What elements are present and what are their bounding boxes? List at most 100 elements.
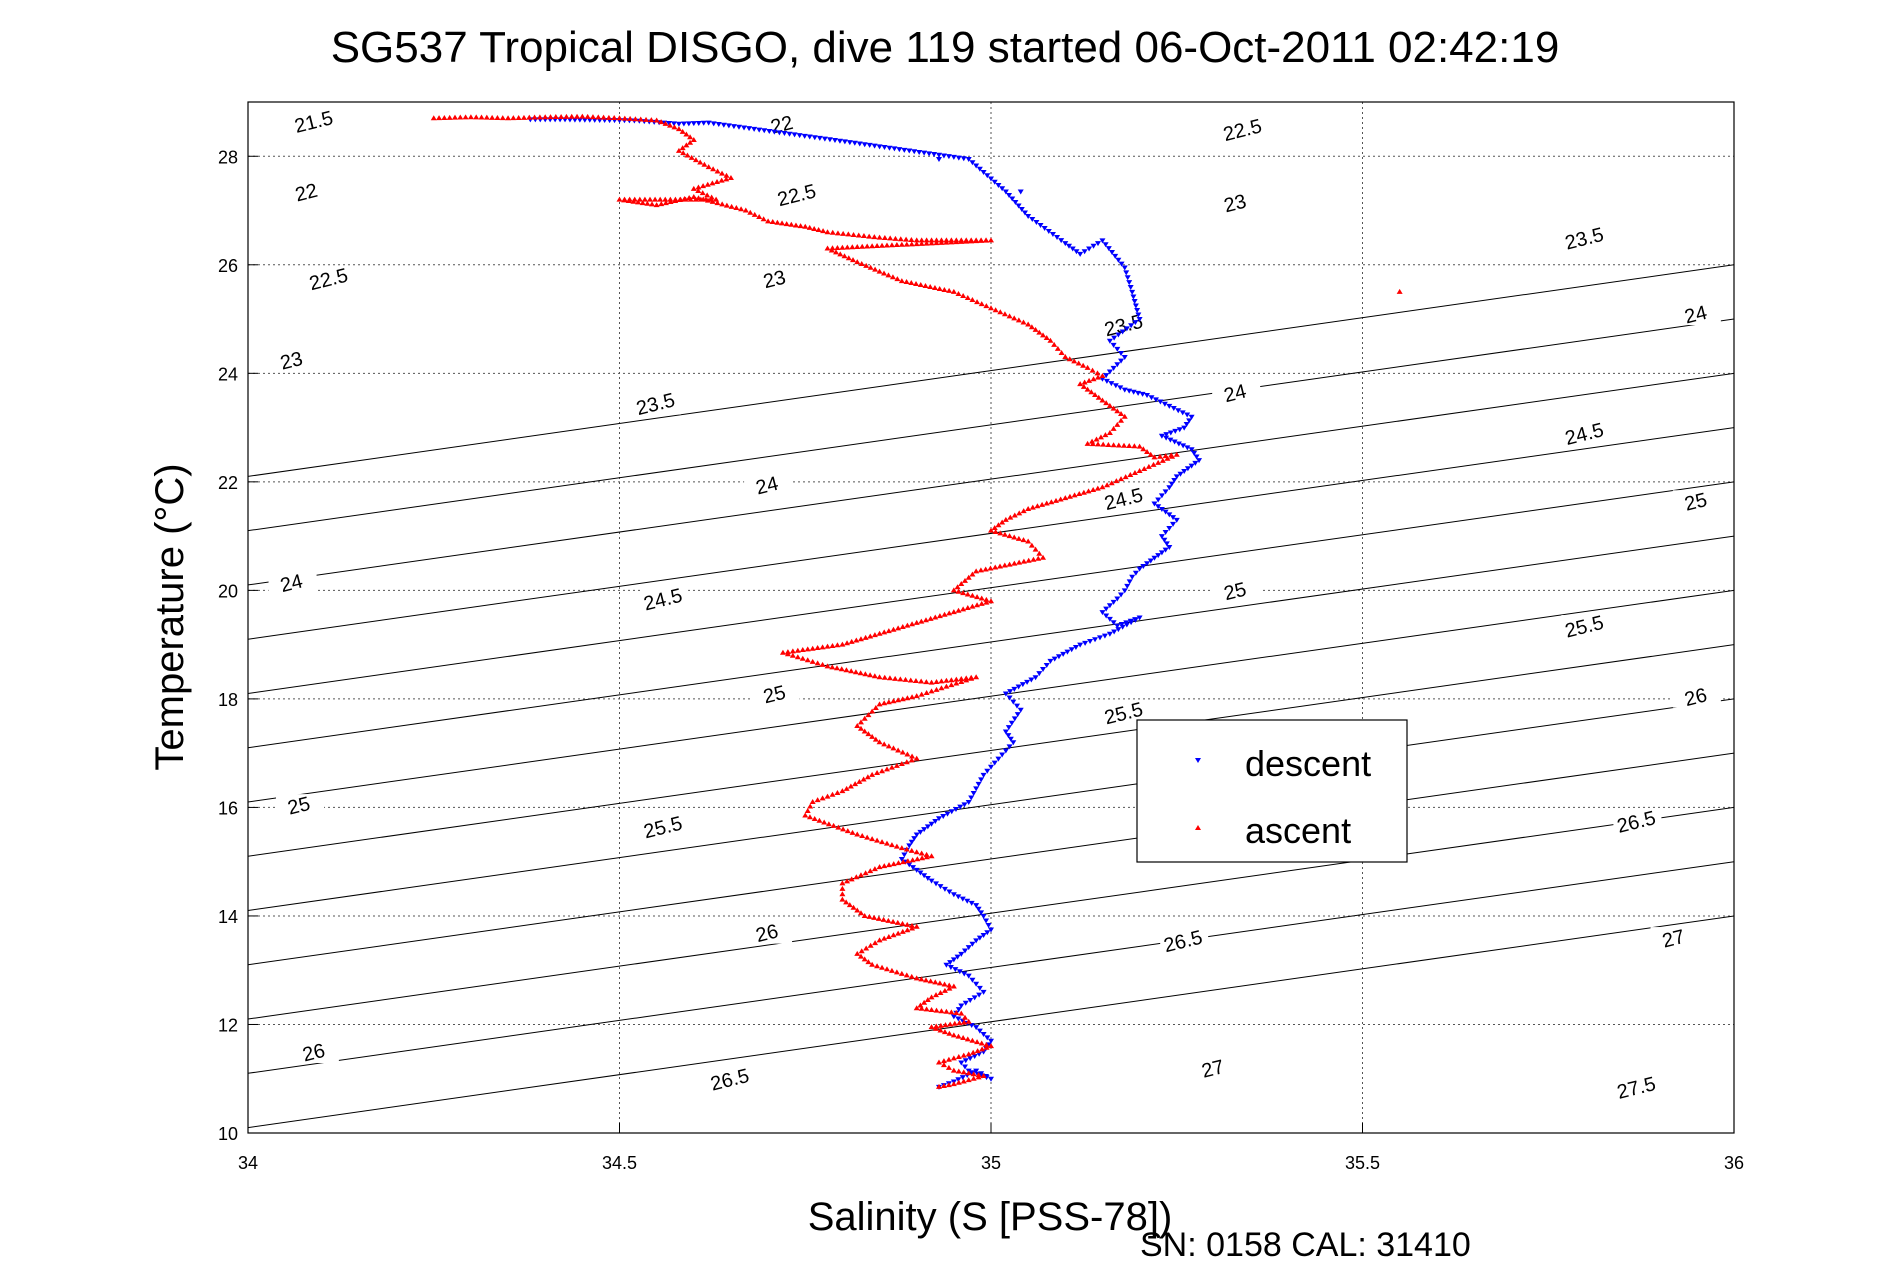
descent-point bbox=[735, 124, 742, 130]
descent-point bbox=[971, 1053, 978, 1059]
contour-label-bg bbox=[1613, 810, 1662, 833]
descent-point bbox=[931, 152, 938, 158]
ascent-point bbox=[903, 241, 910, 247]
descent-point bbox=[1119, 624, 1126, 630]
ascent-point bbox=[965, 1051, 972, 1057]
ascent-point bbox=[1002, 516, 1009, 522]
descent-point bbox=[841, 139, 848, 145]
ascent-point bbox=[960, 1035, 967, 1041]
ascent-point bbox=[647, 196, 654, 202]
descent-point bbox=[913, 832, 920, 838]
ascent-point bbox=[848, 638, 855, 644]
y-tick-label: 12 bbox=[218, 1015, 238, 1035]
ascent-point bbox=[907, 677, 914, 683]
ascent-point bbox=[938, 239, 945, 245]
descent-point bbox=[1158, 534, 1165, 540]
descent-point bbox=[961, 1064, 968, 1070]
ascent-point bbox=[1173, 451, 1180, 457]
ascent-point bbox=[974, 299, 981, 305]
ascent-point bbox=[897, 676, 904, 682]
ascent-point bbox=[1001, 311, 1008, 317]
ascent-point bbox=[457, 114, 464, 120]
y-tick-label: 14 bbox=[218, 907, 238, 927]
ascent-point bbox=[904, 622, 911, 628]
contour-label-bg bbox=[773, 183, 822, 206]
descent-point bbox=[943, 962, 950, 968]
ascent-point bbox=[690, 136, 697, 142]
ascent-point bbox=[1094, 374, 1101, 380]
ascent-point bbox=[854, 831, 861, 837]
ascent-point bbox=[872, 266, 879, 272]
ascent-point bbox=[441, 114, 448, 120]
descent-point bbox=[988, 927, 994, 933]
x-tick-label: 35.5 bbox=[1345, 1153, 1380, 1173]
descent-point bbox=[1025, 213, 1032, 219]
descent-point bbox=[973, 1025, 980, 1031]
descent-point bbox=[1166, 485, 1173, 491]
ascent-point bbox=[893, 242, 900, 248]
ascent-point bbox=[999, 519, 1006, 525]
descent-point bbox=[1014, 703, 1021, 709]
descent-point bbox=[928, 878, 935, 884]
descent-point bbox=[1184, 445, 1191, 451]
ascent-point bbox=[974, 1039, 981, 1045]
ascent-point bbox=[1080, 383, 1087, 389]
ascent-point bbox=[899, 749, 906, 755]
ascent-point bbox=[811, 225, 818, 231]
descent-point bbox=[1106, 369, 1113, 375]
ascent-point bbox=[1006, 533, 1013, 539]
descent-point bbox=[1099, 238, 1106, 244]
ascent-point bbox=[922, 977, 929, 983]
ascent-point bbox=[658, 201, 665, 207]
ascent-point bbox=[451, 114, 458, 120]
descent-point bbox=[1132, 617, 1139, 623]
descent-point bbox=[1040, 667, 1047, 673]
ascent-point bbox=[857, 725, 864, 731]
contour-label-bg bbox=[1672, 490, 1721, 513]
ascent-point bbox=[869, 708, 876, 714]
ascent-point bbox=[652, 196, 659, 202]
descent-point bbox=[921, 150, 928, 156]
ascent-point bbox=[913, 693, 920, 699]
contour-label-bg bbox=[751, 682, 800, 705]
ascent-point bbox=[839, 891, 846, 897]
ascent-point bbox=[937, 1027, 944, 1033]
ascent-point bbox=[1040, 554, 1047, 560]
ascent-point bbox=[908, 922, 915, 928]
descent-point bbox=[988, 1038, 994, 1044]
ascent-point bbox=[876, 864, 883, 870]
ascent-point bbox=[958, 1010, 965, 1016]
ascent-point bbox=[658, 119, 665, 125]
descent-point bbox=[1183, 421, 1190, 427]
ascent-point bbox=[727, 174, 734, 180]
ascent-point bbox=[662, 200, 669, 206]
y-tick-label: 10 bbox=[218, 1124, 238, 1144]
descent-point bbox=[973, 938, 980, 944]
descent-point bbox=[675, 121, 682, 127]
descent-point bbox=[965, 799, 972, 805]
contour-label: 24 bbox=[278, 570, 305, 597]
ascent-point bbox=[950, 609, 957, 615]
ascent-point bbox=[849, 829, 856, 835]
ascent-point bbox=[950, 983, 957, 989]
ascent-point bbox=[1051, 341, 1058, 347]
ascent-point bbox=[568, 113, 575, 119]
ascent-point bbox=[871, 234, 878, 240]
descent-point bbox=[921, 873, 928, 879]
descent-point bbox=[928, 821, 935, 827]
ascent-point bbox=[723, 172, 730, 178]
ascent-point bbox=[804, 657, 811, 663]
ascent-point bbox=[948, 677, 955, 683]
ascent-point bbox=[955, 588, 962, 594]
descent-point bbox=[1117, 385, 1124, 391]
contour-label-bg bbox=[1160, 929, 1209, 952]
descent-point bbox=[1019, 682, 1026, 688]
ascent-point bbox=[1136, 467, 1143, 473]
ascent-point bbox=[867, 633, 874, 639]
ascent-point bbox=[932, 979, 939, 985]
ascent-point bbox=[862, 634, 869, 640]
descent-point bbox=[846, 140, 853, 146]
descent-point bbox=[1055, 654, 1062, 660]
ascent-point bbox=[1089, 441, 1096, 447]
ascent-point bbox=[899, 928, 906, 934]
